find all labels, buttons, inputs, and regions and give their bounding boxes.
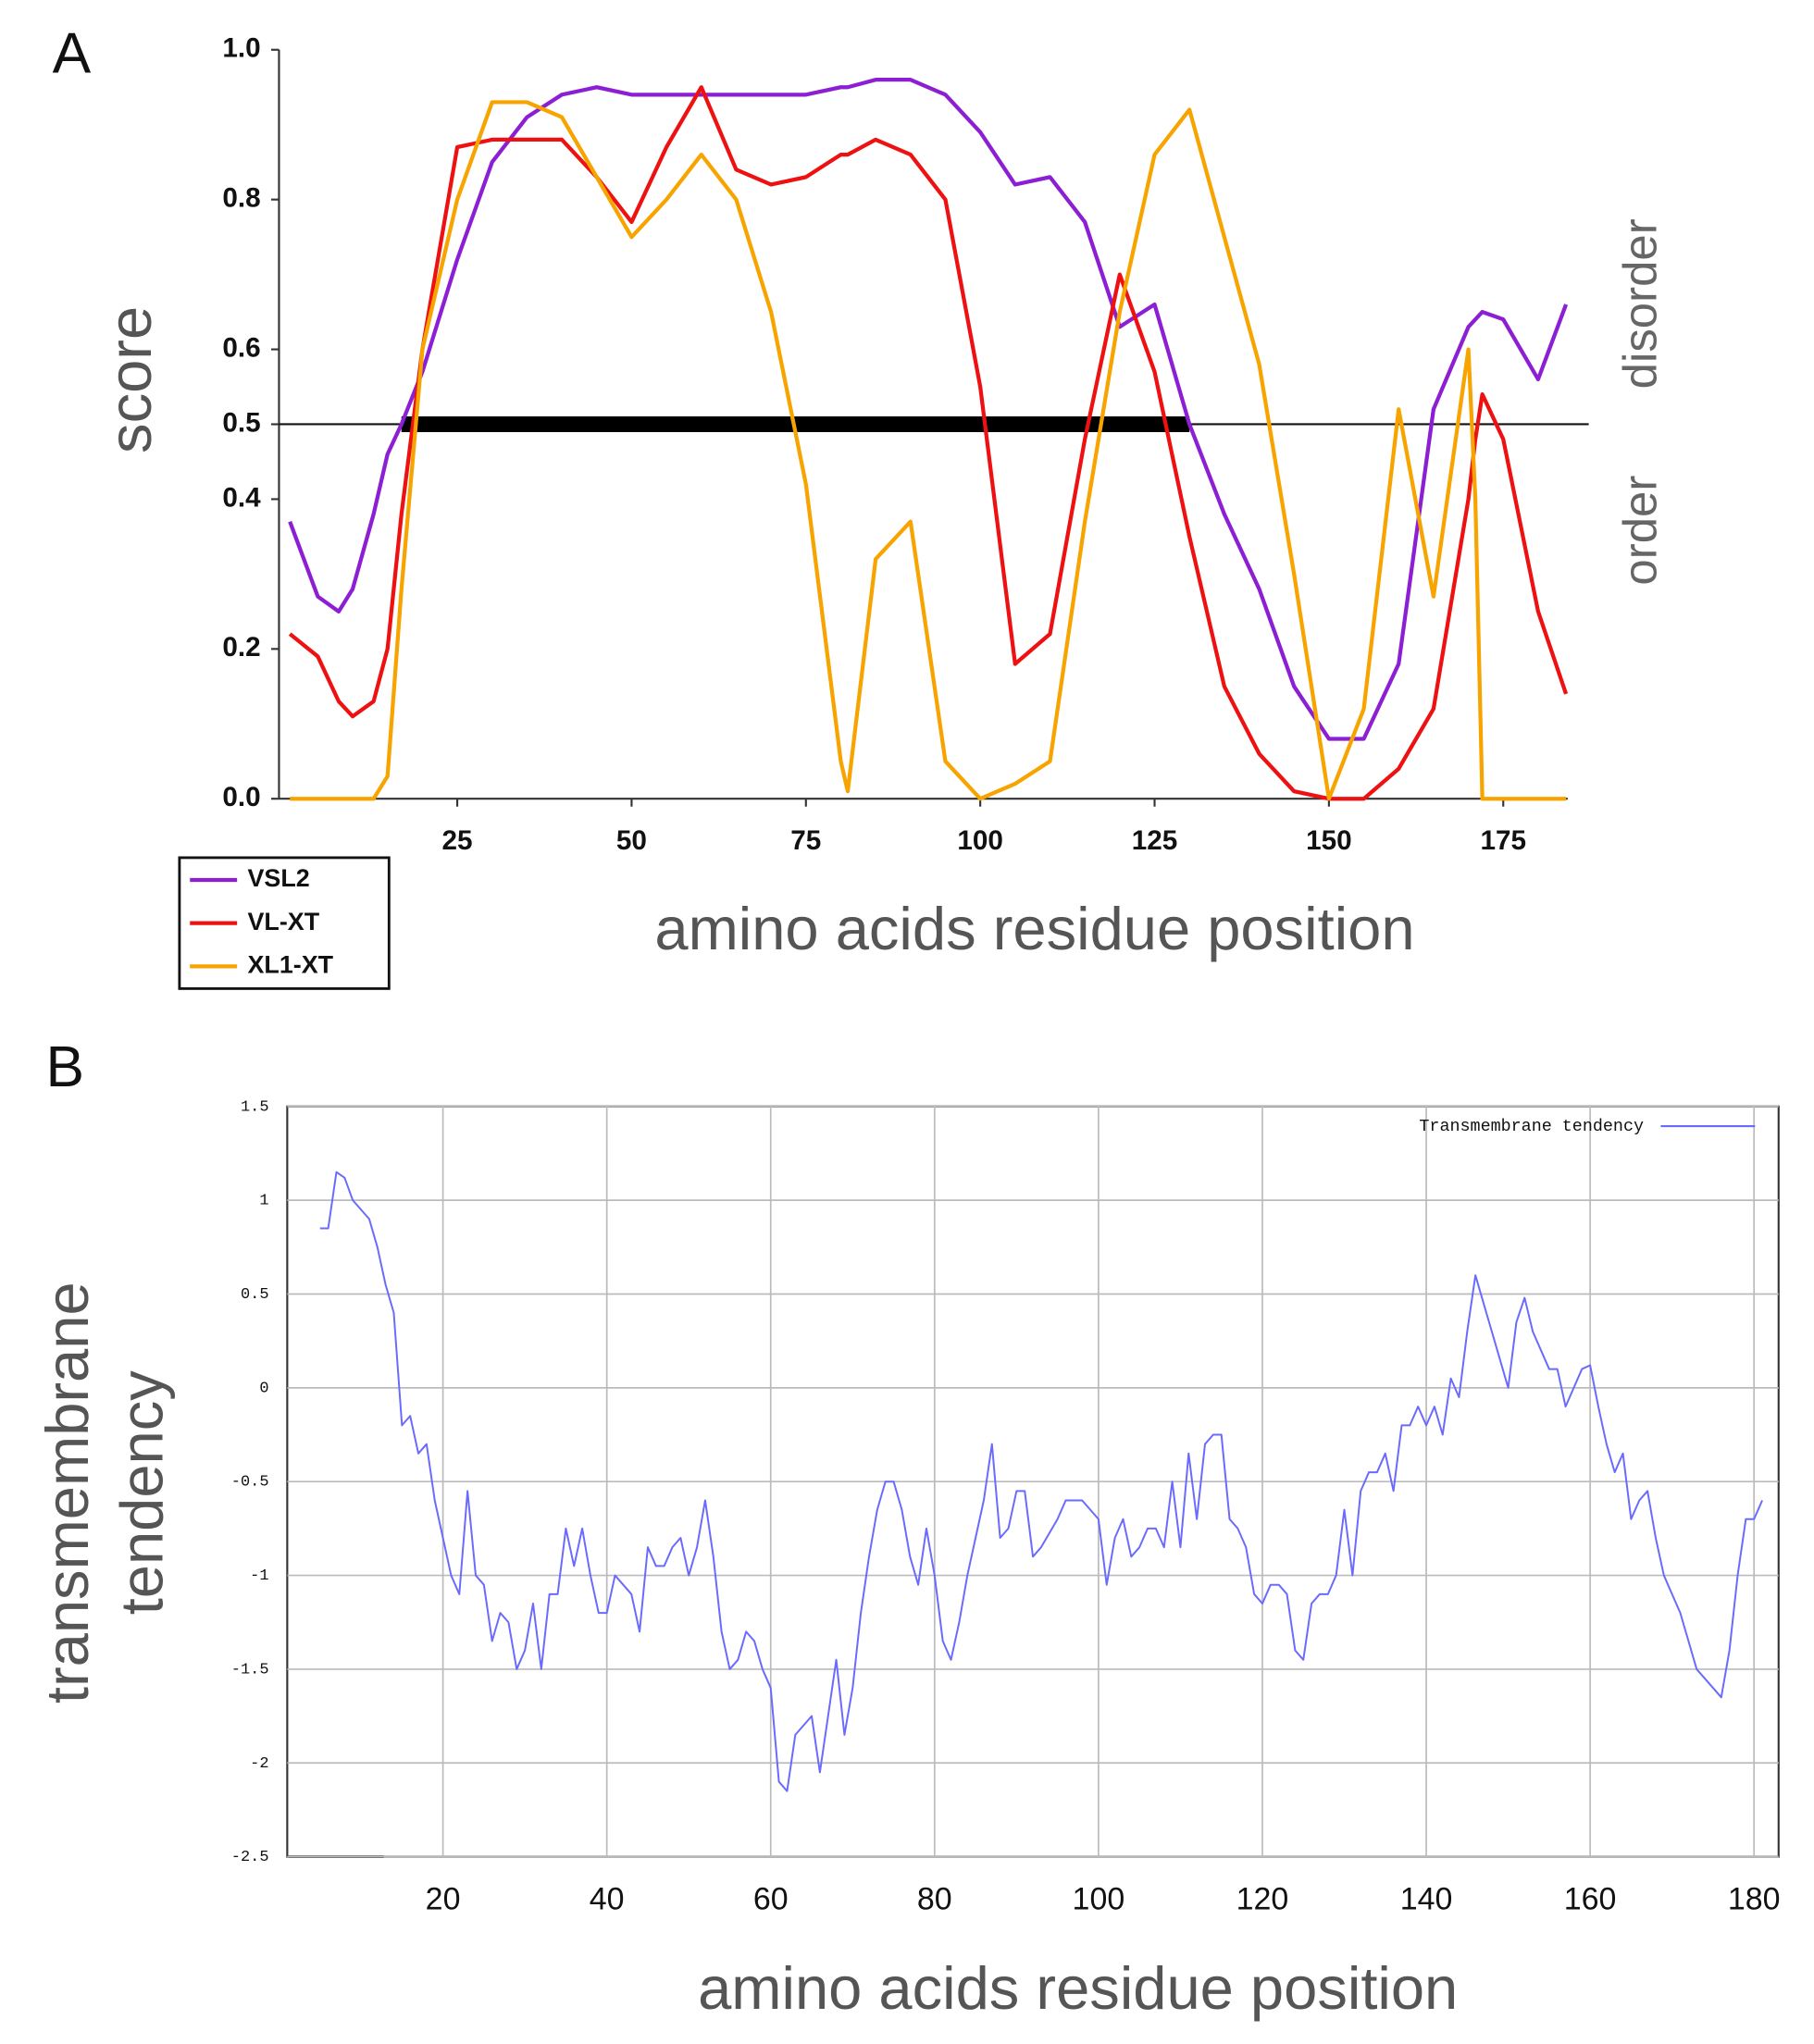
y-tick-label: 0.5 (222, 407, 260, 438)
y-tick-label: 1.5 (241, 1098, 269, 1116)
series-line (288, 85, 1569, 801)
series-line (319, 1171, 1763, 1792)
x-tick-label: 100 (957, 825, 1003, 856)
y-tick-label: 1.0 (222, 33, 260, 64)
region-label: disorder (1613, 218, 1666, 389)
y-tick-label: -1.5 (231, 1661, 269, 1679)
panel-label: B (46, 1035, 85, 1099)
y-axis-label: transmembrane (33, 1282, 101, 1703)
x-tick-label: 120 (1236, 1882, 1289, 1917)
series-line (288, 78, 1569, 741)
y-tick-label: 0 (259, 1380, 268, 1397)
y-tick-label: 0.2 (222, 632, 260, 663)
x-tick-label: 180 (1728, 1882, 1781, 1917)
x-tick-label: 160 (1564, 1882, 1617, 1917)
x-tick-label: 80 (917, 1882, 952, 1917)
y-tick-label: -0.5 (231, 1474, 269, 1492)
x-tick-label: 125 (1132, 825, 1178, 856)
y-tick-label: 0.5 (241, 1286, 269, 1304)
x-tick-label: 175 (1480, 825, 1526, 856)
x-tick-label: 20 (426, 1882, 461, 1917)
panel-label: A (53, 22, 92, 86)
y-tick-label: 0.6 (222, 332, 260, 363)
x-tick-label: 150 (1306, 825, 1352, 856)
x-tick-label: 50 (616, 825, 647, 856)
x-tick-label: 100 (1073, 1882, 1125, 1917)
x-tick-label: 75 (790, 825, 821, 856)
legend-label: VSL2 (247, 864, 309, 892)
x-tick-label: 40 (590, 1882, 625, 1917)
region-label: order (1613, 476, 1666, 586)
y-tick-label: 0.0 (222, 782, 260, 812)
series-line (290, 100, 1567, 801)
y-axis-label: tendency (108, 1370, 176, 1616)
x-tick-label: 60 (753, 1882, 789, 1917)
x-axis-label: amino acids residue position (654, 895, 1414, 962)
y-tick-label: -2.5 (231, 1849, 269, 1866)
y-tick-label: -2 (250, 1755, 268, 1773)
legend-label: VL-XT (247, 908, 319, 935)
x-tick-label: 140 (1400, 1882, 1453, 1917)
legend-label: Transmembrane tendency (1419, 1117, 1644, 1136)
y-tick-label: 0.8 (222, 183, 260, 214)
y-tick-label: 1 (259, 1193, 268, 1210)
y-axis-label: score (96, 306, 164, 453)
x-tick-label: 25 (442, 825, 473, 856)
y-tick-label: 0.4 (222, 482, 261, 513)
x-axis-label: amino acids residue position (698, 1954, 1458, 2022)
y-tick-label: -1 (250, 1567, 268, 1585)
legend-label: XL1-XT (247, 950, 333, 978)
